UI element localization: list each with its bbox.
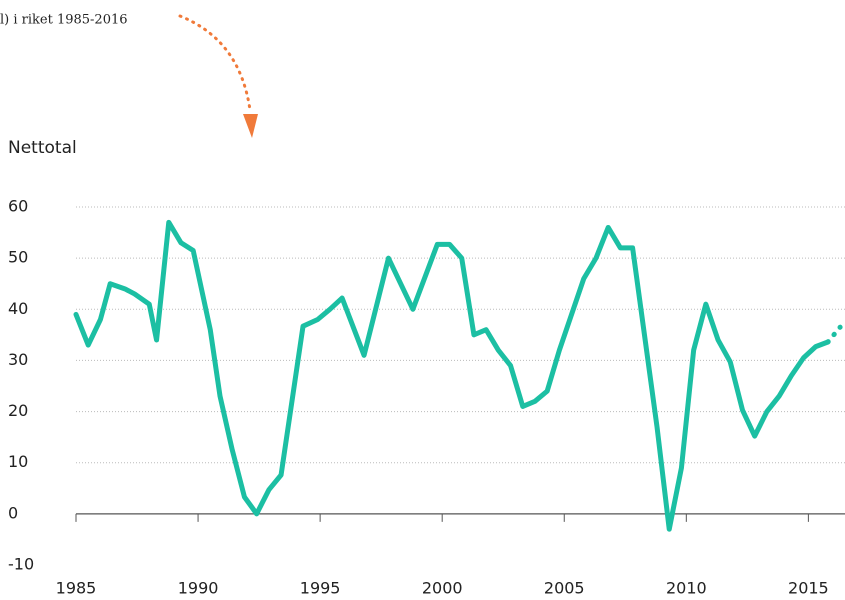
y-tick-label: 30: [8, 350, 28, 369]
y-tick-label: -10: [8, 555, 34, 574]
x-tick-label: 2015: [788, 579, 829, 598]
y-tick-label: 20: [8, 401, 28, 420]
x-tick-label: 1995: [300, 579, 341, 598]
y-tick-label: 50: [8, 248, 28, 267]
x-tick-label: 2010: [666, 579, 707, 598]
x-tick-label: 2000: [422, 579, 463, 598]
x-tick-label: 1990: [178, 579, 219, 598]
data-line: [825, 324, 843, 345]
arrow: [178, 14, 252, 112]
y-tick-label: 40: [8, 299, 28, 318]
y-tick-label: 60: [8, 197, 28, 216]
x-tick-label: 2005: [544, 579, 585, 598]
data-line: [73, 219, 831, 532]
arrow-head: [243, 114, 258, 138]
y-tick-label: 10: [8, 452, 28, 471]
chart-title: l) i riket 1985-2016: [0, 13, 128, 28]
y-axis-label: Nettotal: [8, 138, 77, 158]
y-tick-label: 0: [8, 503, 18, 522]
x-tick-label: 1985: [56, 579, 97, 598]
